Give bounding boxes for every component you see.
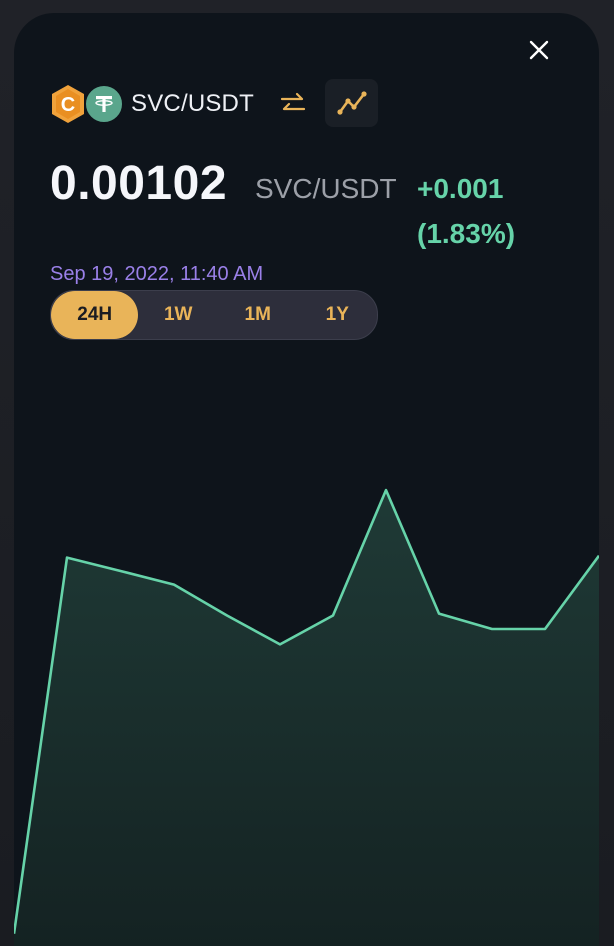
tab-24h[interactable]: 24H xyxy=(51,291,139,339)
close-button[interactable] xyxy=(526,37,552,63)
close-icon xyxy=(529,40,549,60)
price-change: +0.001 xyxy=(417,173,504,204)
swap-icon xyxy=(280,92,306,111)
tab-1y[interactable]: 1Y xyxy=(325,304,349,325)
swap-button[interactable] xyxy=(280,92,306,116)
time-range-selector: 24H 1W 1M 1Y xyxy=(50,290,378,340)
line-chart-icon xyxy=(336,91,367,115)
price-change-percent: (1.83%) xyxy=(417,218,516,249)
tab-1m[interactable]: 1M xyxy=(244,304,271,325)
chart-view-button[interactable] xyxy=(325,79,378,127)
chart-line xyxy=(14,488,599,934)
chart-area-fill xyxy=(14,490,599,946)
svg-text:C: C xyxy=(61,94,75,116)
current-price: 0.00102 xyxy=(50,157,228,210)
price-timestamp: Sep 19, 2022, 11:40 AM xyxy=(50,263,264,285)
pair-label: SVC/USDT xyxy=(131,90,254,117)
svc-token-icon: C xyxy=(50,84,86,124)
price-chart-panel: C SVC/USDT xyxy=(14,13,599,946)
price-unit: SVC/USDT xyxy=(255,173,397,204)
pair-header: C SVC/USDT xyxy=(50,83,254,125)
usdt-token-icon xyxy=(84,84,124,124)
tab-1w[interactable]: 1W xyxy=(163,304,193,325)
price-chart[interactable] xyxy=(14,413,599,946)
